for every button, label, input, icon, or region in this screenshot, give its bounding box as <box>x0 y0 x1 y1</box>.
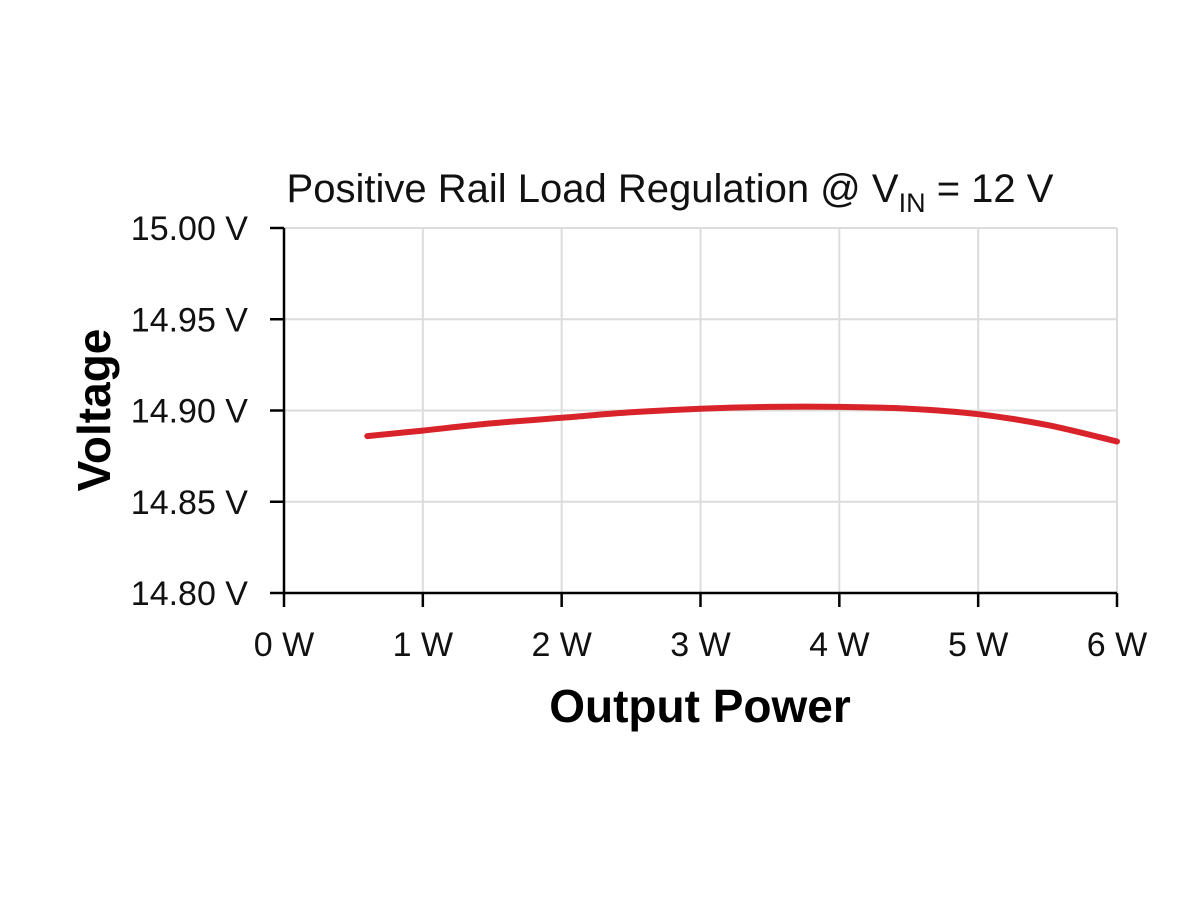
y-tick-label: 14.95 V <box>131 301 249 339</box>
chart-title-prefix: Positive Rail Load Regulation @ V <box>287 167 899 211</box>
x-tick-label: 2 W <box>531 626 591 664</box>
grid-lines <box>284 227 1118 593</box>
y-tick-label: 14.80 V <box>131 575 249 613</box>
chart-title-suffix: = 12 V <box>926 167 1054 211</box>
y-tick-label: 14.85 V <box>131 484 249 522</box>
x-tick-label: 1 W <box>393 626 453 664</box>
x-tick-label: 3 W <box>670 626 730 664</box>
tick-marks <box>270 226 1119 607</box>
x-tick-labels: 0 W 1 W 2 W 3 W 4 W 5 W 6 W <box>254 626 1147 664</box>
x-axis-title: Output Power <box>549 680 851 732</box>
y-tick-labels: 14.80 V 14.85 V 14.90 V 14.95 V 15.00 V <box>131 210 249 613</box>
x-tick-label: 5 W <box>948 626 1008 664</box>
chart-title: Positive Rail Load Regulation @ VIN = 12… <box>287 167 1054 218</box>
chart-title-subscript: IN <box>899 188 926 218</box>
y-tick-label: 14.90 V <box>131 393 249 431</box>
y-axis-title: Voltage <box>68 329 120 492</box>
y-tick-label: 15.00 V <box>131 210 249 248</box>
series-group <box>364 403 1120 445</box>
x-tick-label: 4 W <box>809 626 869 664</box>
series-line <box>364 403 1120 445</box>
x-tick-label: 0 W <box>254 626 314 664</box>
x-tick-label: 6 W <box>1087 626 1147 664</box>
